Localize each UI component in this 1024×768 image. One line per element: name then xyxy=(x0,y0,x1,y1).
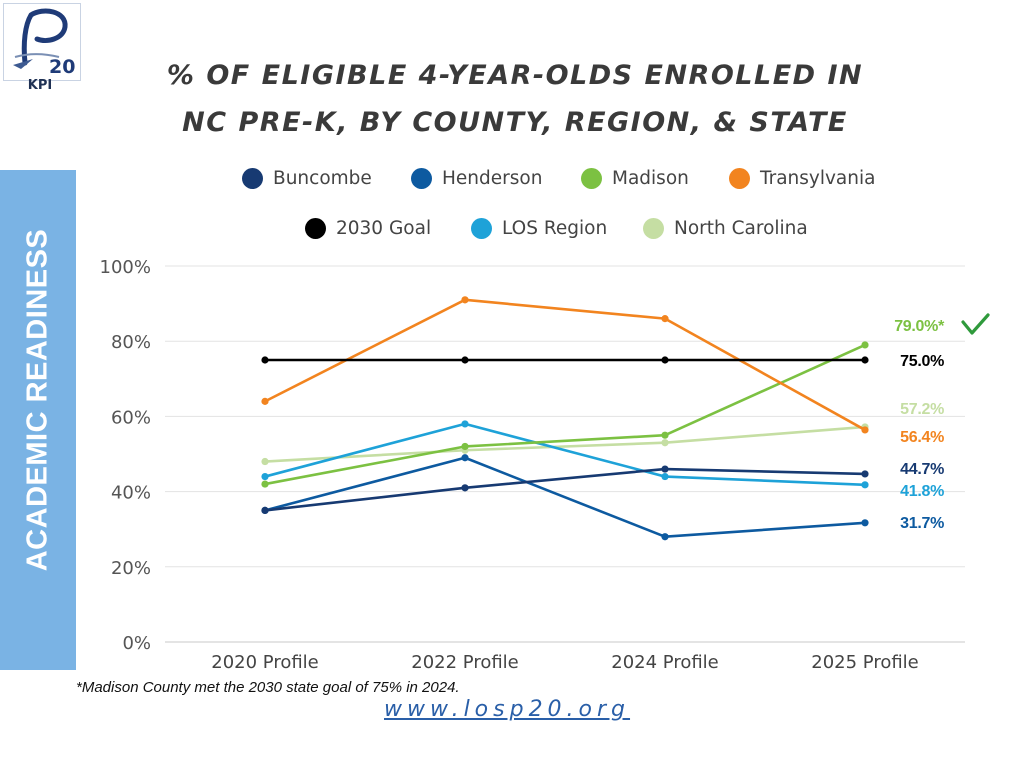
kpi-label: KPI xyxy=(27,78,53,93)
legend-label: LOS Region xyxy=(502,218,608,239)
legend-label: Buncombe xyxy=(273,168,372,189)
y-tick-label: 80% xyxy=(111,332,151,353)
section-sidebar xyxy=(0,170,76,670)
series-line xyxy=(264,425,866,463)
x-tick-label: 2022 Profile xyxy=(411,652,519,673)
losp20-logo: 20 xyxy=(3,3,81,81)
x-tick-label: 2025 Profile xyxy=(811,652,919,673)
legend-label: Madison xyxy=(612,168,689,189)
data-point xyxy=(661,439,669,447)
data-point xyxy=(861,426,869,434)
legend-swatch-icon xyxy=(729,168,750,189)
footnote: *Madison County met the 2030 state goal … xyxy=(76,679,460,696)
data-point xyxy=(861,356,869,364)
data-point xyxy=(261,397,269,405)
data-point xyxy=(461,420,469,428)
y-tick-label: 40% xyxy=(111,483,151,504)
legend-swatch-icon xyxy=(471,218,492,239)
data-point xyxy=(461,442,469,451)
data-point xyxy=(261,356,269,364)
legend-item: Madison xyxy=(581,168,689,189)
data-point xyxy=(461,454,469,462)
data-point xyxy=(261,472,269,481)
series-line xyxy=(264,343,866,486)
data-point xyxy=(661,356,669,364)
data-point xyxy=(661,315,669,323)
data-point xyxy=(261,457,269,466)
series-line xyxy=(264,456,866,539)
legend-item: North Carolina xyxy=(643,218,808,239)
legend-item: 2030 Goal xyxy=(305,218,431,239)
end-value-label: 79.0%* xyxy=(894,318,945,335)
legend-item: Henderson xyxy=(411,168,542,189)
x-tick-label: 2020 Profile xyxy=(211,652,319,673)
x-tick-label: 2024 Profile xyxy=(611,652,719,673)
data-point xyxy=(861,481,869,489)
data-point xyxy=(661,533,669,541)
data-point xyxy=(261,480,269,488)
checkmark-icon xyxy=(961,313,990,335)
data-point xyxy=(661,465,669,473)
legend-swatch-icon xyxy=(581,168,602,189)
legend-item: Transylvania xyxy=(729,168,875,189)
end-value-label: 56.4% xyxy=(900,429,944,446)
legend-swatch-icon xyxy=(242,168,263,189)
y-tick-label: 60% xyxy=(111,407,151,428)
data-point xyxy=(261,506,269,514)
title-line-1: % OF ELIGIBLE 4-YEAR-OLDS ENROLLED IN xyxy=(166,60,864,91)
legend-item: Buncombe xyxy=(242,168,372,189)
legend-item: LOS Region xyxy=(471,218,607,239)
website-link[interactable]: www.losp20.org xyxy=(384,697,631,722)
y-tick-label: 0% xyxy=(122,633,151,654)
y-tick-label: 20% xyxy=(111,558,151,579)
end-value-label: 31.7% xyxy=(900,515,944,532)
legend-swatch-icon xyxy=(305,218,326,239)
legend-label: Transylvania xyxy=(760,168,876,189)
data-point xyxy=(461,484,469,492)
series-line xyxy=(264,298,866,432)
data-point xyxy=(461,296,469,304)
data-point xyxy=(861,341,869,349)
end-value-label: 41.8% xyxy=(900,483,944,500)
data-point xyxy=(461,356,469,364)
legend-swatch-icon xyxy=(643,218,664,239)
series-line xyxy=(264,467,866,512)
data-point xyxy=(661,431,669,439)
title-line-2: NC PRE-K, BY COUNTY, REGION, & STATE xyxy=(182,107,848,138)
legend-swatch-icon xyxy=(411,168,432,189)
logo-mark-icon: 20 xyxy=(13,8,75,78)
logo-text: 20 xyxy=(49,56,75,78)
page-title: % OF ELIGIBLE 4-YEAR-OLDS ENROLLED IN NC… xyxy=(80,52,950,146)
end-value-label: 44.7% xyxy=(900,461,944,478)
data-point xyxy=(661,472,669,481)
series-line xyxy=(264,422,866,487)
data-point xyxy=(861,470,869,478)
legend-label: 2030 Goal xyxy=(336,218,432,239)
legend-label: North Carolina xyxy=(674,218,808,239)
end-value-label: 57.2% xyxy=(900,401,944,418)
legend-label: Henderson xyxy=(442,168,543,189)
chart-legend: Buncombe Henderson Madison Transylvania 2030… xyxy=(0,0,1024,250)
end-value-label: 75.0% xyxy=(900,353,944,370)
data-point xyxy=(861,519,869,527)
y-tick-label: 100% xyxy=(100,257,151,278)
